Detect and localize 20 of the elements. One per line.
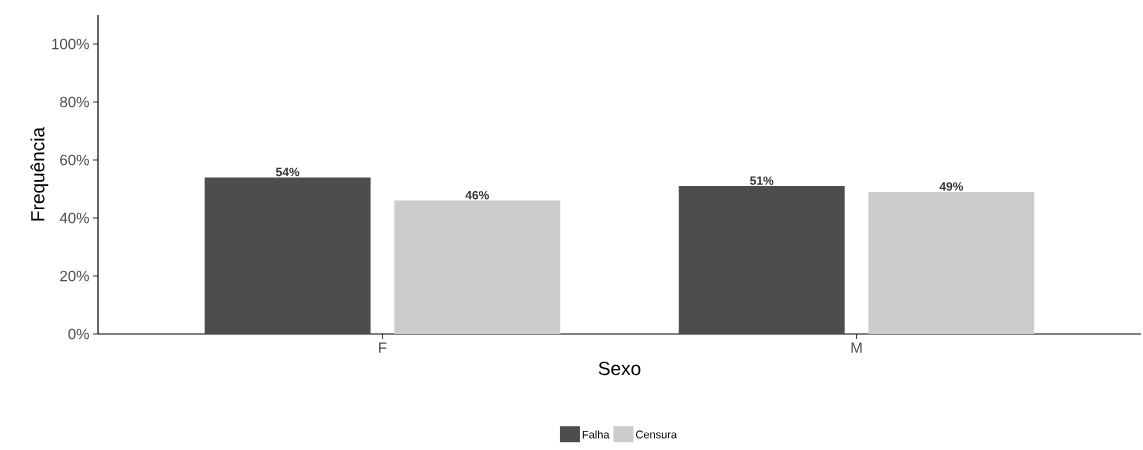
y-tick-label: 80% — [60, 96, 89, 108]
data-label: 54% — [276, 167, 300, 177]
y-tick-label: 40% — [59, 212, 89, 224]
y-tick-label: 60% — [60, 154, 89, 166]
data-label: 51% — [750, 176, 774, 185]
y-tick-label: 100% — [52, 38, 89, 50]
bar — [678, 186, 845, 334]
bar — [394, 200, 561, 334]
x-tick-label: F — [379, 342, 387, 353]
data-label: 46% — [465, 190, 489, 200]
x-tick-label: M — [851, 342, 862, 353]
legend-label: Censura — [636, 430, 678, 439]
legend-label: Falha — [582, 430, 610, 439]
data-label: 49% — [939, 182, 964, 191]
y-tick-label: 0% — [68, 328, 89, 340]
x-axis-title: Sexo — [598, 361, 641, 376]
bar — [868, 191, 1035, 334]
y-tick-label: 20% — [60, 270, 89, 282]
bar — [204, 177, 371, 334]
y-axis-title: Frequência — [30, 126, 49, 221]
